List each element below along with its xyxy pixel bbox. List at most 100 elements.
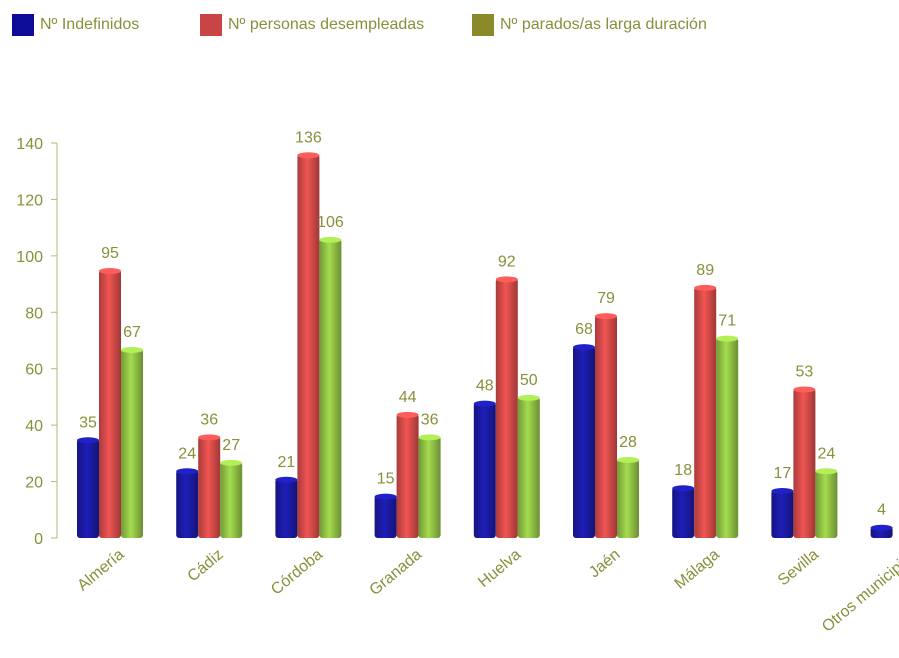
bar xyxy=(220,461,243,538)
bar-top xyxy=(694,284,717,291)
bar-top xyxy=(716,335,739,342)
x-category-label: Granada xyxy=(367,546,426,599)
bar xyxy=(121,348,143,538)
x-category-label: Córdoba xyxy=(268,546,326,599)
bar-top xyxy=(495,276,518,283)
bar-top xyxy=(297,152,320,159)
bar-top xyxy=(198,434,221,441)
data-label: 44 xyxy=(399,389,417,406)
legend-swatch-desempleadas xyxy=(200,14,222,36)
bar xyxy=(617,459,639,538)
y-tick-label: 60 xyxy=(25,362,43,379)
legend: Nº Indefinidos Nº personas desempleadas … xyxy=(12,14,707,36)
data-label: 4 xyxy=(877,502,886,519)
data-label: 68 xyxy=(575,321,593,338)
bar-top xyxy=(374,493,397,500)
bar-top xyxy=(517,394,540,401)
bar-top xyxy=(815,468,838,475)
data-label: 53 xyxy=(796,363,814,380)
data-label: 21 xyxy=(278,454,296,471)
legend-item-indefinidos: Nº Indefinidos xyxy=(12,14,200,36)
data-label: 18 xyxy=(674,462,692,479)
bar xyxy=(99,269,121,538)
legend-label-indefinidos: Nº Indefinidos xyxy=(40,16,140,33)
bar xyxy=(374,495,397,538)
bar-top xyxy=(99,267,121,274)
data-label: 50 xyxy=(520,372,538,389)
data-label: 79 xyxy=(597,290,615,307)
data-label: 136 xyxy=(295,129,322,146)
bar-top xyxy=(121,346,143,353)
x-category-label: Sevilla xyxy=(775,546,822,589)
bar-top xyxy=(319,236,342,243)
data-label: 92 xyxy=(498,253,516,270)
bar xyxy=(473,402,496,538)
x-category-label: Jaén xyxy=(586,546,624,581)
data-label: 15 xyxy=(377,471,395,488)
bar-top xyxy=(870,524,893,531)
bar xyxy=(275,478,298,538)
bar-top xyxy=(275,476,298,483)
x-category-label: Huelva xyxy=(475,546,524,591)
bar xyxy=(495,278,518,538)
data-label: 48 xyxy=(476,378,494,395)
legend-swatch-indefinidos xyxy=(12,14,34,36)
data-label: 17 xyxy=(774,465,792,482)
bar-top xyxy=(595,313,617,320)
bar xyxy=(815,470,838,538)
data-label: 36 xyxy=(200,411,218,428)
y-tick-label: 80 xyxy=(25,305,43,322)
data-label: 89 xyxy=(696,262,714,279)
bar xyxy=(595,315,617,538)
bar-top xyxy=(793,386,816,393)
bar xyxy=(573,346,595,538)
data-label: 28 xyxy=(619,434,637,451)
bar-top xyxy=(617,457,639,463)
bar-top xyxy=(771,488,794,495)
data-label: 71 xyxy=(718,313,736,330)
bar xyxy=(694,286,717,538)
y-tick-label: 20 xyxy=(25,475,43,492)
bar xyxy=(418,436,441,538)
y-tick-label: 120 xyxy=(16,192,43,209)
bar-top xyxy=(418,434,441,441)
data-label: 24 xyxy=(178,445,196,462)
bar xyxy=(77,439,99,538)
x-category-label: Almería xyxy=(74,546,127,595)
legend-swatch-larga-duracion xyxy=(472,14,494,36)
legend-label-desempleadas: Nº personas desempleadas xyxy=(228,16,425,33)
bar xyxy=(672,487,695,538)
y-tick-label: 100 xyxy=(16,249,43,266)
data-label: 106 xyxy=(317,214,344,231)
bar-top xyxy=(396,411,419,418)
legend-label-larga-duracion: Nº parados/as larga duración xyxy=(500,16,707,33)
bar xyxy=(771,490,794,538)
bar xyxy=(793,388,816,538)
bar xyxy=(396,413,419,538)
data-label: 24 xyxy=(818,445,836,462)
bar xyxy=(716,337,739,538)
bar-top xyxy=(473,400,496,407)
bar xyxy=(297,154,320,539)
bar-top xyxy=(220,459,243,466)
bar xyxy=(517,396,540,538)
data-label: 36 xyxy=(421,411,439,428)
x-category-label: Cádiz xyxy=(185,546,227,585)
bar-top xyxy=(573,344,595,351)
data-label: 35 xyxy=(79,414,97,431)
legend-item-larga-duracion: Nº parados/as larga duración xyxy=(472,14,707,36)
data-label: 67 xyxy=(123,324,141,341)
bar xyxy=(176,470,199,538)
y-tick-label: 40 xyxy=(25,418,43,435)
data-label: 27 xyxy=(222,437,240,454)
y-tick-label: 0 xyxy=(34,531,43,548)
bar xyxy=(198,436,221,538)
bar-top xyxy=(176,468,199,475)
x-category-label: Málaga xyxy=(672,546,723,593)
y-tick-label: 140 xyxy=(16,136,43,153)
bar-top xyxy=(77,437,99,444)
data-label: 95 xyxy=(101,245,119,262)
legend-item-desempleadas: Nº personas desempleadas xyxy=(200,14,472,36)
bar-top xyxy=(672,485,695,492)
